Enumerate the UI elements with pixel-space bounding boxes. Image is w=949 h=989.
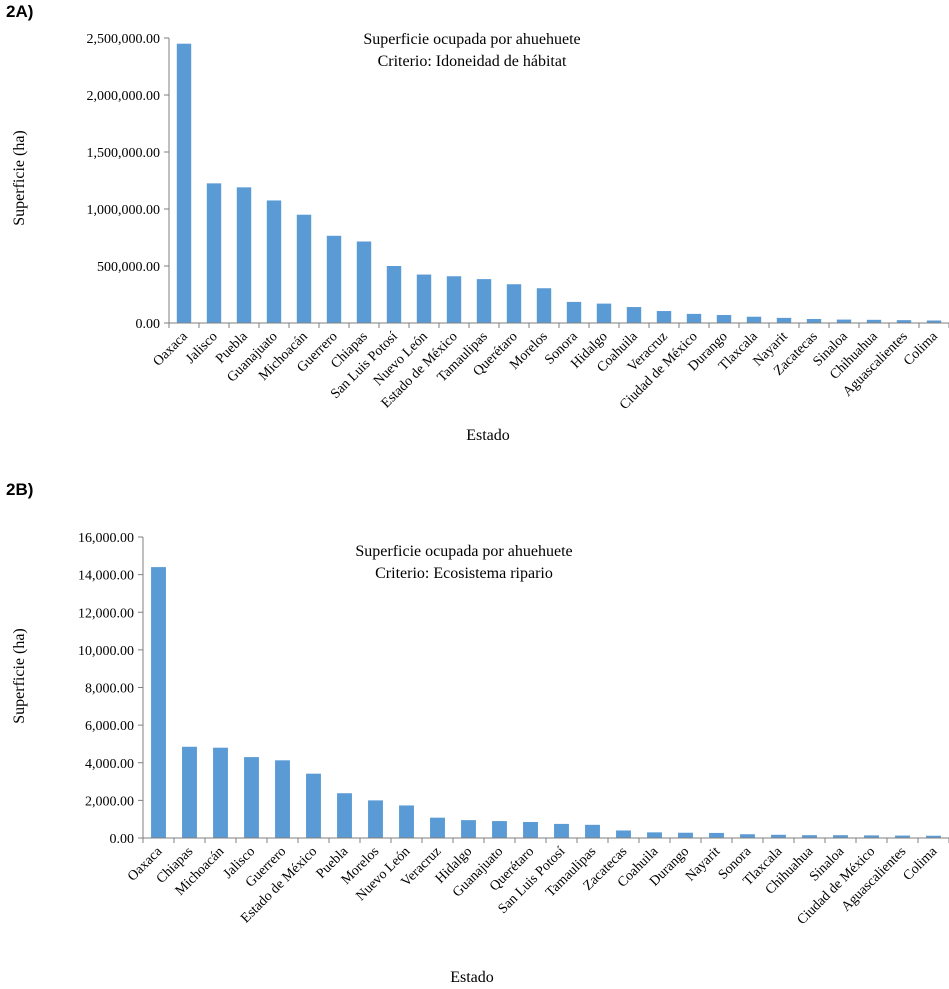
chart-title: Superficie ocupada por ahuehuete (363, 31, 580, 48)
bar (386, 266, 402, 323)
bar (864, 835, 879, 838)
bar (740, 834, 755, 838)
chart-subtitle: Criterio: Idoneidad de hábitat (378, 53, 567, 70)
y-tick-label: 2,000,000.00 (87, 89, 161, 104)
y-tick-label: 4,000.00 (85, 757, 134, 772)
bar (213, 747, 228, 838)
bar (399, 805, 414, 838)
bar (716, 315, 732, 323)
bar (596, 303, 612, 323)
y-tick-label: 1,500,000.00 (87, 146, 161, 161)
bar (926, 835, 941, 838)
bar (896, 320, 912, 323)
y-axis-label: Superficie (ha) (11, 628, 28, 724)
bar (476, 279, 492, 323)
bar (275, 760, 290, 838)
bar (266, 200, 282, 323)
bar (236, 187, 252, 323)
bar (866, 319, 882, 323)
bar (709, 832, 724, 838)
panel-label: 2A) (6, 2, 34, 21)
y-tick-label: 12,000.00 (78, 606, 134, 621)
bar (337, 793, 352, 838)
y-tick-label: 1,000,000.00 (87, 203, 161, 218)
x-axis-label: Estado (450, 969, 494, 986)
bar (746, 316, 762, 323)
bar (771, 834, 786, 838)
bar (523, 822, 538, 838)
x-tick-label: Oaxaca (151, 329, 192, 370)
y-axis-label: Superficie (ha) (11, 130, 28, 226)
y-tick-label: 10,000.00 (78, 644, 134, 659)
bar (616, 830, 631, 838)
y-tick-label: 0.00 (136, 317, 161, 332)
bar (461, 820, 476, 838)
chart-svg: Superficie ocupada por ahuehuete Criteri… (11, 31, 949, 444)
x-tick-label: Nayarit (683, 844, 723, 884)
bar (566, 301, 582, 323)
x-tick-label: Jalisco (183, 329, 221, 367)
bar (306, 773, 321, 838)
y-tick-label: 2,500,000.00 (87, 32, 161, 47)
bar (151, 567, 166, 838)
y-tick-label: 0.00 (110, 832, 135, 847)
bar (626, 307, 642, 323)
plot-area: 0.00 2,000.00 4,000.00 6,000.00 8,000.00 10,0… (78, 531, 949, 928)
bar (833, 835, 848, 838)
x-tick-label: Colima (901, 329, 941, 369)
bar (686, 313, 702, 323)
x-axis-label: Estado (466, 427, 510, 444)
bar (176, 43, 192, 323)
bar (585, 824, 600, 838)
chart-subtitle: Criterio: Ecosistema ripario (375, 565, 553, 582)
chart-title: Superficie ocupada por ahuehuete (355, 543, 572, 560)
y-tick-label: 500,000.00 (97, 260, 160, 275)
y-tick-label: 16,000.00 (78, 531, 134, 546)
bar (506, 284, 522, 323)
bar (368, 800, 383, 838)
bar (536, 288, 552, 323)
chart-panel-b: 2B) Superficie ocupada por ahuehuete Cri… (0, 478, 949, 989)
bar (356, 241, 372, 323)
bar (802, 835, 817, 838)
chart-panel-a: 2A) Superficie ocupada por ahuehuete Cri… (0, 0, 949, 470)
bar (296, 214, 312, 323)
bar (206, 183, 222, 323)
bar (554, 823, 569, 838)
bar (926, 320, 942, 323)
y-tick-label: 8,000.00 (85, 682, 134, 697)
y-tick-label: 6,000.00 (85, 719, 134, 734)
bar (895, 835, 910, 838)
bar (806, 319, 822, 323)
bar (446, 276, 462, 323)
bar (776, 317, 792, 323)
bar (244, 757, 259, 838)
panel-label: 2B) (6, 480, 34, 499)
bar (430, 817, 445, 838)
chart-svg: Superficie ocupada por ahuehuete Criteri… (11, 531, 949, 986)
bar (416, 274, 432, 323)
x-tick-label: Colima (901, 844, 941, 884)
bar (492, 821, 507, 838)
bar (182, 746, 197, 838)
bar (647, 832, 662, 838)
bar (836, 319, 852, 323)
bar (678, 832, 693, 838)
bar (656, 311, 672, 323)
plot-area: 0.00 500,000.00 1,000,000.00 1,500,000.00 2,… (87, 32, 949, 413)
bar (326, 235, 342, 323)
y-tick-label: 14,000.00 (78, 569, 134, 584)
y-tick-label: 2,000.00 (85, 794, 134, 809)
